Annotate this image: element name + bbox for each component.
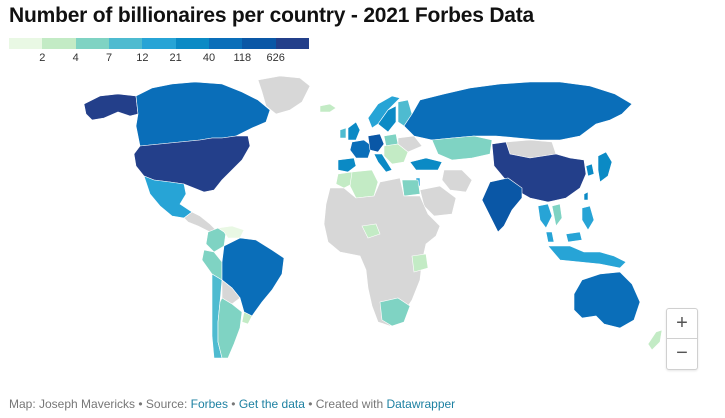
country-sweden[interactable] (377, 105, 397, 133)
country-thailand[interactable] (537, 203, 553, 229)
footer-credits: Map: Joseph Mavericks • Source: Forbes •… (9, 397, 455, 411)
country-kazakhstan[interactable] (431, 135, 493, 161)
legend-swatch (42, 38, 76, 49)
country-uruguay[interactable] (241, 311, 253, 325)
country-greenland[interactable] (257, 75, 311, 115)
country-india[interactable] (481, 177, 523, 233)
country-vietnam[interactable] (551, 203, 563, 227)
country-turkey[interactable] (409, 157, 443, 171)
country-ireland[interactable] (339, 127, 347, 139)
legend-swatches (9, 38, 309, 49)
country-bolivia[interactable] (221, 279, 241, 305)
legend-tick-label: 2 (39, 52, 46, 64)
country-russia[interactable] (403, 81, 633, 141)
legend-tick-label: 118 (233, 52, 252, 64)
legend-tick-label: 12 (136, 52, 149, 64)
legend-swatch (208, 38, 243, 49)
legend-swatch (242, 38, 276, 49)
country-canada[interactable] (135, 81, 271, 147)
country-united-kingdom[interactable] (347, 121, 361, 141)
legend-tick-label: 7 (105, 52, 113, 64)
chart-title: Number of billionaires per country - 202… (9, 4, 535, 27)
zoom-control: + − (666, 308, 698, 370)
legend-swatch (9, 38, 43, 49)
country-argentina[interactable] (217, 297, 243, 359)
country-germany[interactable] (367, 133, 385, 153)
country-spain[interactable] (337, 157, 357, 173)
country-norway[interactable] (367, 95, 401, 129)
legend-tick-label: 21 (169, 52, 182, 64)
country-philippines[interactable] (581, 205, 595, 231)
zoom-out-button[interactable]: − (676, 342, 688, 364)
legend-swatch (175, 38, 209, 49)
country-malaysia[interactable] (545, 231, 583, 243)
country-central-america[interactable] (183, 211, 217, 233)
footer-separator: • (227, 397, 239, 411)
country-italy[interactable] (373, 153, 393, 173)
country-iceland[interactable] (319, 103, 337, 113)
legend-swatch (108, 38, 143, 49)
country-france[interactable] (349, 139, 373, 159)
footer-created-with: • Created with (304, 397, 387, 411)
country-japan[interactable] (597, 151, 613, 183)
datawrapper-link[interactable]: Datawrapper (386, 397, 456, 411)
zoom-divider (667, 338, 697, 339)
zoom-in-button[interactable]: + (676, 312, 688, 334)
country-alaska[interactable] (83, 93, 139, 121)
legend-tick-label: 626 (266, 52, 285, 64)
legend-tick-label: 40 (202, 52, 216, 64)
legend-tick-label: 4 (72, 52, 79, 64)
footer-byline: Map: Joseph Mavericks • Source: (9, 397, 191, 411)
legend-swatch (75, 38, 109, 49)
country-south-korea[interactable] (585, 163, 595, 177)
country-south-africa[interactable] (379, 297, 411, 327)
map-canvas[interactable] (0, 66, 725, 390)
country-indonesia[interactable] (547, 245, 627, 269)
country-ukraine[interactable] (397, 135, 423, 153)
country-new-zealand[interactable] (647, 329, 663, 351)
get-data-link[interactable]: Get the data (238, 397, 305, 411)
country-egypt[interactable] (401, 179, 421, 197)
country-tanzania[interactable] (411, 253, 429, 273)
country-iran[interactable] (441, 169, 473, 193)
color-legend: 2 4 7 12 21 40 118 626 (9, 38, 309, 68)
legend-labels: 2 4 7 12 21 40 118 626 (9, 52, 309, 66)
legend-swatch (275, 38, 309, 49)
country-mexico[interactable] (143, 175, 193, 219)
world-map[interactable] (0, 66, 725, 390)
country-nigeria[interactable] (361, 223, 381, 239)
legend-swatch (142, 38, 176, 49)
source-link[interactable]: Forbes (190, 397, 228, 411)
country-taiwan[interactable] (583, 191, 589, 201)
country-algeria[interactable] (349, 169, 379, 199)
region-africa-rest[interactable] (323, 177, 441, 327)
country-australia[interactable] (573, 271, 641, 329)
